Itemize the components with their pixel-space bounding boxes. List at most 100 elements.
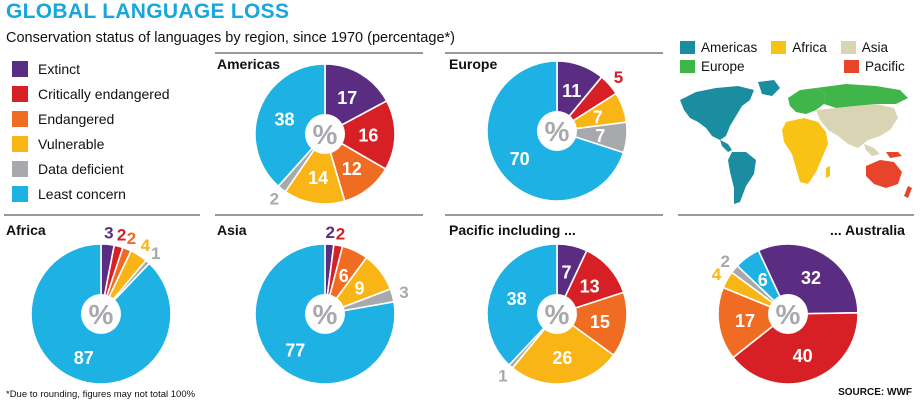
legend-swatch-critically-endangered: [12, 85, 28, 102]
legend: Extinct Critically endangered Endangered…: [12, 56, 170, 206]
map-swatch-americas: [680, 41, 695, 54]
pie-label-least-concern: 77: [285, 340, 305, 360]
pie-label-vulnerable: 4: [141, 236, 151, 255]
map-legend-pacific: Pacific: [844, 59, 905, 74]
legend-label-endangered: Endangered: [38, 110, 115, 127]
pie-label-vulnerable: 9: [354, 279, 364, 299]
pie-title: Europe: [449, 56, 498, 72]
legend-item-critically-endangered: Critically endangered: [12, 81, 170, 106]
pie-chart-asia: Asia % 2 2 6 9 3 77: [215, 218, 425, 386]
legend-label-extinct: Extinct: [38, 60, 81, 77]
map-region-south-america: [728, 152, 756, 204]
pie-label-extinct: 3: [104, 223, 113, 242]
map-legend-label: Americas: [701, 40, 758, 55]
pie-label-least-concern: 6: [758, 270, 768, 290]
map-legend-label: Europe: [701, 59, 745, 74]
pie-label-critically-endangered: 2: [336, 225, 345, 244]
legend-label-data-deficient: Data deficient: [38, 160, 124, 177]
pie-slice-least-concern: [486, 243, 558, 367]
map-region-madagascar: [826, 166, 830, 178]
pie-label-extinct: 2: [325, 223, 334, 242]
map-swatch-asia: [840, 41, 856, 54]
divider-pacific: [445, 214, 663, 216]
pie-label-data-deficient: 2: [720, 252, 729, 271]
pie-slice-critically-endangered: [731, 312, 859, 385]
pie-slice-critically-endangered: [555, 249, 625, 316]
pie-label-data-deficient: 1: [498, 367, 507, 386]
legend-label-least-concern: Least concern: [38, 185, 126, 202]
pie-label-vulnerable: 7: [593, 107, 603, 127]
chart-subtitle: Conservation status of languages by regi…: [6, 30, 455, 46]
pie-label-data-deficient: 2: [270, 190, 279, 209]
pie-center-hole: [537, 294, 577, 334]
pie-label-vulnerable: 14: [308, 168, 328, 188]
map-legend: Americas Africa Asia Europe Pacific: [680, 38, 919, 76]
pie-svg: % 3 2 2 4 1 87: [30, 223, 172, 385]
pie-label-least-concern: 87: [74, 348, 94, 368]
map-swatch-africa: [771, 41, 787, 54]
pie-label-endangered: 15: [590, 312, 610, 332]
pie-title: Americas: [217, 56, 281, 72]
legend-swatch-least-concern: [12, 185, 28, 202]
world-map: [680, 80, 912, 204]
pie-title: ... Australia: [830, 222, 905, 238]
pie-svg: % 11 5 77 70: [486, 60, 628, 202]
percent-icon: %: [313, 119, 338, 150]
legend-label-critically-endangered: Critically endangered: [38, 85, 170, 102]
pie-label-least-concern: 38: [507, 289, 527, 309]
pie-label-vulnerable: 26: [552, 348, 572, 368]
map-legend-label: Asia: [861, 40, 889, 55]
pie-title: Africa: [6, 222, 46, 238]
pie-center-hole: [537, 111, 577, 151]
pie-label-endangered: 2: [127, 229, 136, 248]
pie-svg: % 7 13 15 26 1 38: [486, 243, 628, 386]
legend-swatch-data-deficient: [12, 160, 28, 177]
map-region-central-america: [720, 140, 732, 152]
map-region-asia: [816, 104, 898, 148]
pie-slice-least-concern: [736, 249, 789, 315]
pie-title: Pacific including ...: [449, 222, 576, 238]
map-legend-africa: Africa: [771, 40, 827, 55]
percent-icon: %: [89, 299, 114, 330]
map-region-europe: [788, 88, 826, 114]
legend-label-vulnerable: Vulnerable: [38, 135, 105, 152]
source: SOURCE: WWF: [838, 387, 912, 398]
pie-slice-endangered: [555, 291, 628, 357]
map-region-russia: [816, 84, 908, 108]
pie-label-extinct: 32: [801, 268, 821, 288]
pie-center-hole: [768, 294, 808, 334]
map-region-papua: [886, 152, 902, 158]
legend-item-vulnerable: Vulnerable: [12, 131, 170, 156]
pie-label-critically-endangered: 16: [358, 126, 378, 146]
pie-label-endangered: 17: [735, 311, 755, 331]
pie-chart-africa: Africa % 3 2 2 4 1 87: [4, 218, 204, 386]
map-legend-asia: Asia: [840, 40, 889, 55]
map-region-africa: [782, 118, 828, 184]
percent-icon: %: [776, 299, 801, 330]
pie-label-data-deficient: 3: [399, 283, 408, 302]
pie-slice-extinct: [324, 63, 388, 136]
divider-africa: [4, 214, 200, 216]
pie-chart-australia: ... Australia % 32 40 17 4 2 6: [678, 218, 916, 386]
legend-swatch-extinct: [12, 60, 28, 77]
percent-icon: %: [545, 116, 570, 147]
pie-center-hole: [305, 294, 345, 334]
map-legend-europe: Europe: [680, 59, 830, 74]
legend-item-data-deficient: Data deficient: [12, 156, 170, 181]
pie-label-data-deficient: 1: [151, 244, 160, 263]
percent-icon: %: [545, 299, 570, 330]
map-legend-label: Pacific: [865, 59, 905, 74]
pie-slice-vulnerable: [511, 312, 615, 385]
map-region-new-zealand: [904, 186, 912, 198]
pie-center-hole: [81, 294, 121, 334]
pie-slice-least-concern: [254, 63, 326, 188]
pie-title: Asia: [217, 222, 247, 238]
percent-icon: %: [313, 299, 338, 330]
pie-label-extinct: 17: [337, 88, 357, 108]
pie-label-critically-endangered: 40: [793, 346, 813, 366]
pie-chart-europe: Europe % 11 5 7 7 70: [445, 56, 665, 210]
legend-swatch-endangered: [12, 110, 28, 127]
legend-item-extinct: Extinct: [12, 56, 170, 81]
pie-slice-endangered: [717, 286, 790, 359]
